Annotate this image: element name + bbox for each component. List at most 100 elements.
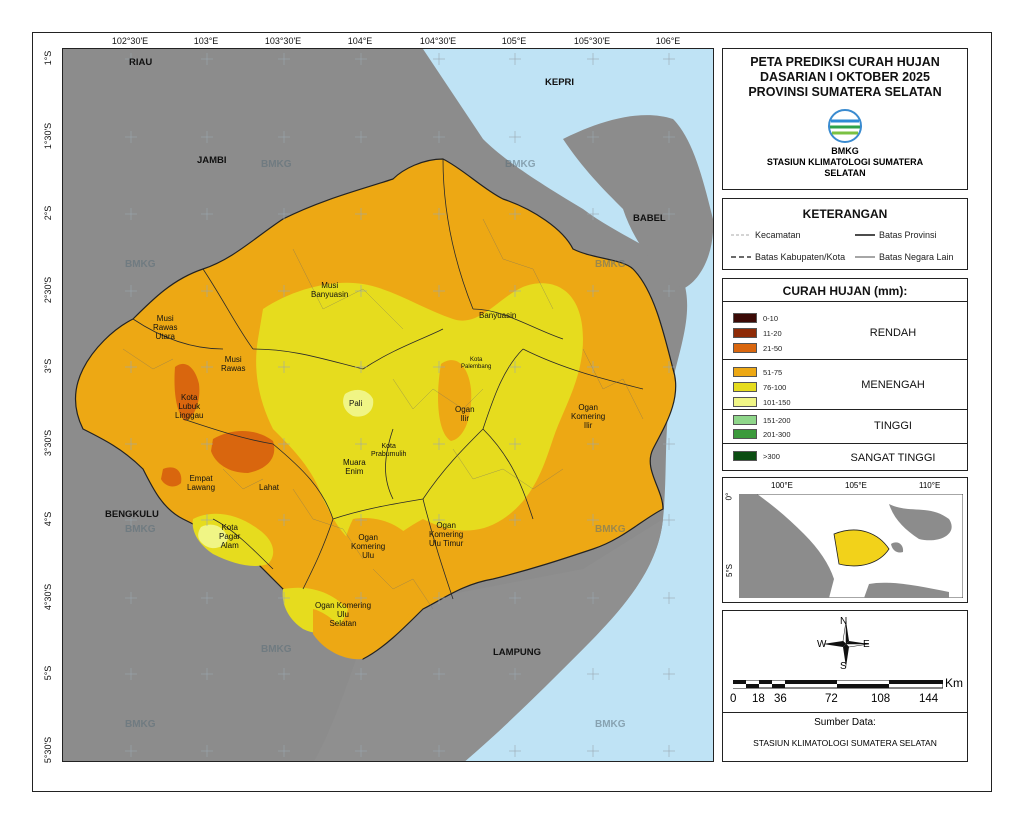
watermark-text: BMKG <box>125 259 156 270</box>
province-label: BENGKULU <box>105 509 159 520</box>
compass-icon <box>823 620 870 667</box>
compass-scale-panel: N S W E Km 0 18 36 72 108 144 <box>722 610 968 714</box>
main-map[interactable]: BMKG BMKG BMKG BMKG BMKG BMKG BMKG BMKG … <box>62 48 714 762</box>
region-label: Muara Enim <box>343 458 366 476</box>
legend-swatch <box>733 343 757 353</box>
region-label: Empat Lawang <box>187 474 216 492</box>
y-tick: 2°30'S <box>43 276 53 304</box>
y-tick: 4°30'S <box>43 583 53 611</box>
region-label: Pali <box>349 399 363 408</box>
scale-label: 0 <box>730 693 737 705</box>
x-tick: 105°30'E <box>573 36 611 46</box>
region-label: Kota Lubuk Linggau <box>175 393 204 420</box>
scale-label: 108 <box>871 693 891 705</box>
station-line-1: STASIUN KLIMATOLOGI SUMATERA <box>766 157 924 167</box>
legend-swatch-label: 76-100 <box>763 383 787 392</box>
legend-item: Batas Kabupaten/Kota <box>755 252 846 262</box>
source-title: Sumber Data: <box>814 717 876 728</box>
source-text: STASIUN KLIMATOLOGI SUMATERA SELATAN <box>753 738 937 748</box>
source-panel: Sumber Data: STASIUN KLIMATOLOGI SUMATER… <box>722 712 968 762</box>
province-label: JAMBI <box>197 155 227 166</box>
watermark-text: BMKG <box>261 644 292 655</box>
legend-swatch <box>733 397 757 407</box>
region-label: Musi Banyuasin <box>311 281 349 299</box>
legend-line-symbols <box>731 234 875 258</box>
inset-map-panel: 100°E 105°E 110°E 0° 5°S <box>722 477 968 603</box>
logo-text: BMKG <box>831 146 859 156</box>
province-label: RIAU <box>129 57 153 68</box>
x-tick: 104°E <box>347 36 373 46</box>
legend-title: KETERANGAN <box>802 207 888 221</box>
x-tick: 102°30'E <box>111 36 149 46</box>
category-label: SANGAT TINGGI <box>850 452 936 464</box>
scale-unit: Km <box>945 676 963 690</box>
watermark-text: BMKG <box>595 524 626 535</box>
y-tick: 4°S <box>43 511 53 527</box>
legend-swatch <box>733 313 757 323</box>
x-tick: 103°E <box>193 36 219 46</box>
legend-swatch <box>733 328 757 338</box>
scale-label: 18 <box>752 693 765 705</box>
region-label: Musi Rawas Utara <box>153 314 178 341</box>
region-label: Ogan Ilir <box>455 405 475 423</box>
title-line-2: DASARIAN I OKTOBER 2025 <box>760 70 930 84</box>
y-tick: 1°30'S <box>43 122 53 150</box>
x-tick: 104°30'E <box>419 36 457 46</box>
legend-item: Batas Negara Lain <box>879 252 954 262</box>
watermark-text: BMKG <box>125 719 156 730</box>
title-line-1: PETA PREDIKSI CURAH HUJAN <box>750 55 940 69</box>
region-label: Kota Palembang <box>461 357 492 370</box>
legend-swatch <box>733 382 757 392</box>
map-frame <box>32 32 992 792</box>
province-label: LAMPUNG <box>493 647 542 658</box>
scale-label: 144 <box>919 693 939 705</box>
watermark-text: BMKG <box>505 159 536 170</box>
inset-x-tick: 110°E <box>919 481 941 490</box>
legend-swatch-label: 101-150 <box>763 398 791 407</box>
rainfall-legend-title: CURAH HUJAN (mm): <box>782 284 908 298</box>
compass-n: N <box>840 616 848 627</box>
inset-y-tick: 0° <box>724 492 734 501</box>
title-line-3: PROVINSI SUMATERA SELATAN <box>748 85 942 99</box>
scale-label: 72 <box>825 693 838 705</box>
scale-bar <box>733 680 943 689</box>
region-label: Banyuasin <box>479 311 517 320</box>
station-name: STASIUN KLIMATOLOGI SUMATERA SELATAN <box>723 157 967 179</box>
watermark-text: BMKG <box>595 719 626 730</box>
divider <box>723 359 967 360</box>
province-label: BABEL <box>633 213 666 224</box>
compass-s: S <box>840 661 847 672</box>
legend-swatch-label: 151-200 <box>763 416 791 425</box>
region-label: Musi Rawas <box>221 355 246 373</box>
legend-swatch <box>733 367 757 377</box>
station-line-2: SELATAN <box>824 168 866 178</box>
category-label: RENDAH <box>869 327 917 339</box>
region-label: Ogan Komering Ulu <box>351 533 386 560</box>
bmkg-logo-icon <box>828 109 862 143</box>
legend-swatch-label: 201-300 <box>763 430 791 439</box>
y-tick: 2°S <box>43 205 53 221</box>
inset-x-tick: 105°E <box>845 481 867 490</box>
divider <box>723 409 967 410</box>
y-tick: 3°30'S <box>43 429 53 457</box>
x-tick: 106°E <box>655 36 681 46</box>
region-label: Ogan Komering Ulu Timur <box>429 521 464 548</box>
inset-map <box>739 494 963 598</box>
region-label: Ogan Komering Ulu Selatan <box>315 601 372 628</box>
compass-e: E <box>863 639 870 650</box>
legend-swatch-label: 21-50 <box>763 344 783 353</box>
region-label: Kota Pagar Alam <box>219 523 241 550</box>
divider <box>723 301 967 302</box>
legend-swatch-label: 0-10 <box>763 314 779 323</box>
category-label: TINGGI <box>874 420 912 432</box>
province-label: KEPRI <box>545 77 575 88</box>
rainfall-legend-panel: CURAH HUJAN (mm): 0-10 11-20 21-50 51-75 76-… <box>722 278 968 471</box>
legend-item: Kecamatan <box>755 230 801 240</box>
x-tick: 105°E <box>501 36 527 46</box>
legend-swatch-label: >300 <box>763 452 780 461</box>
map-title: PETA PREDIKSI CURAH HUJAN DASARIAN I OKT… <box>723 55 967 100</box>
legend-swatch <box>733 451 757 461</box>
watermark-text: BMKG <box>125 524 156 535</box>
y-tick: 3°S <box>43 358 53 374</box>
map-canvas <box>63 49 713 761</box>
